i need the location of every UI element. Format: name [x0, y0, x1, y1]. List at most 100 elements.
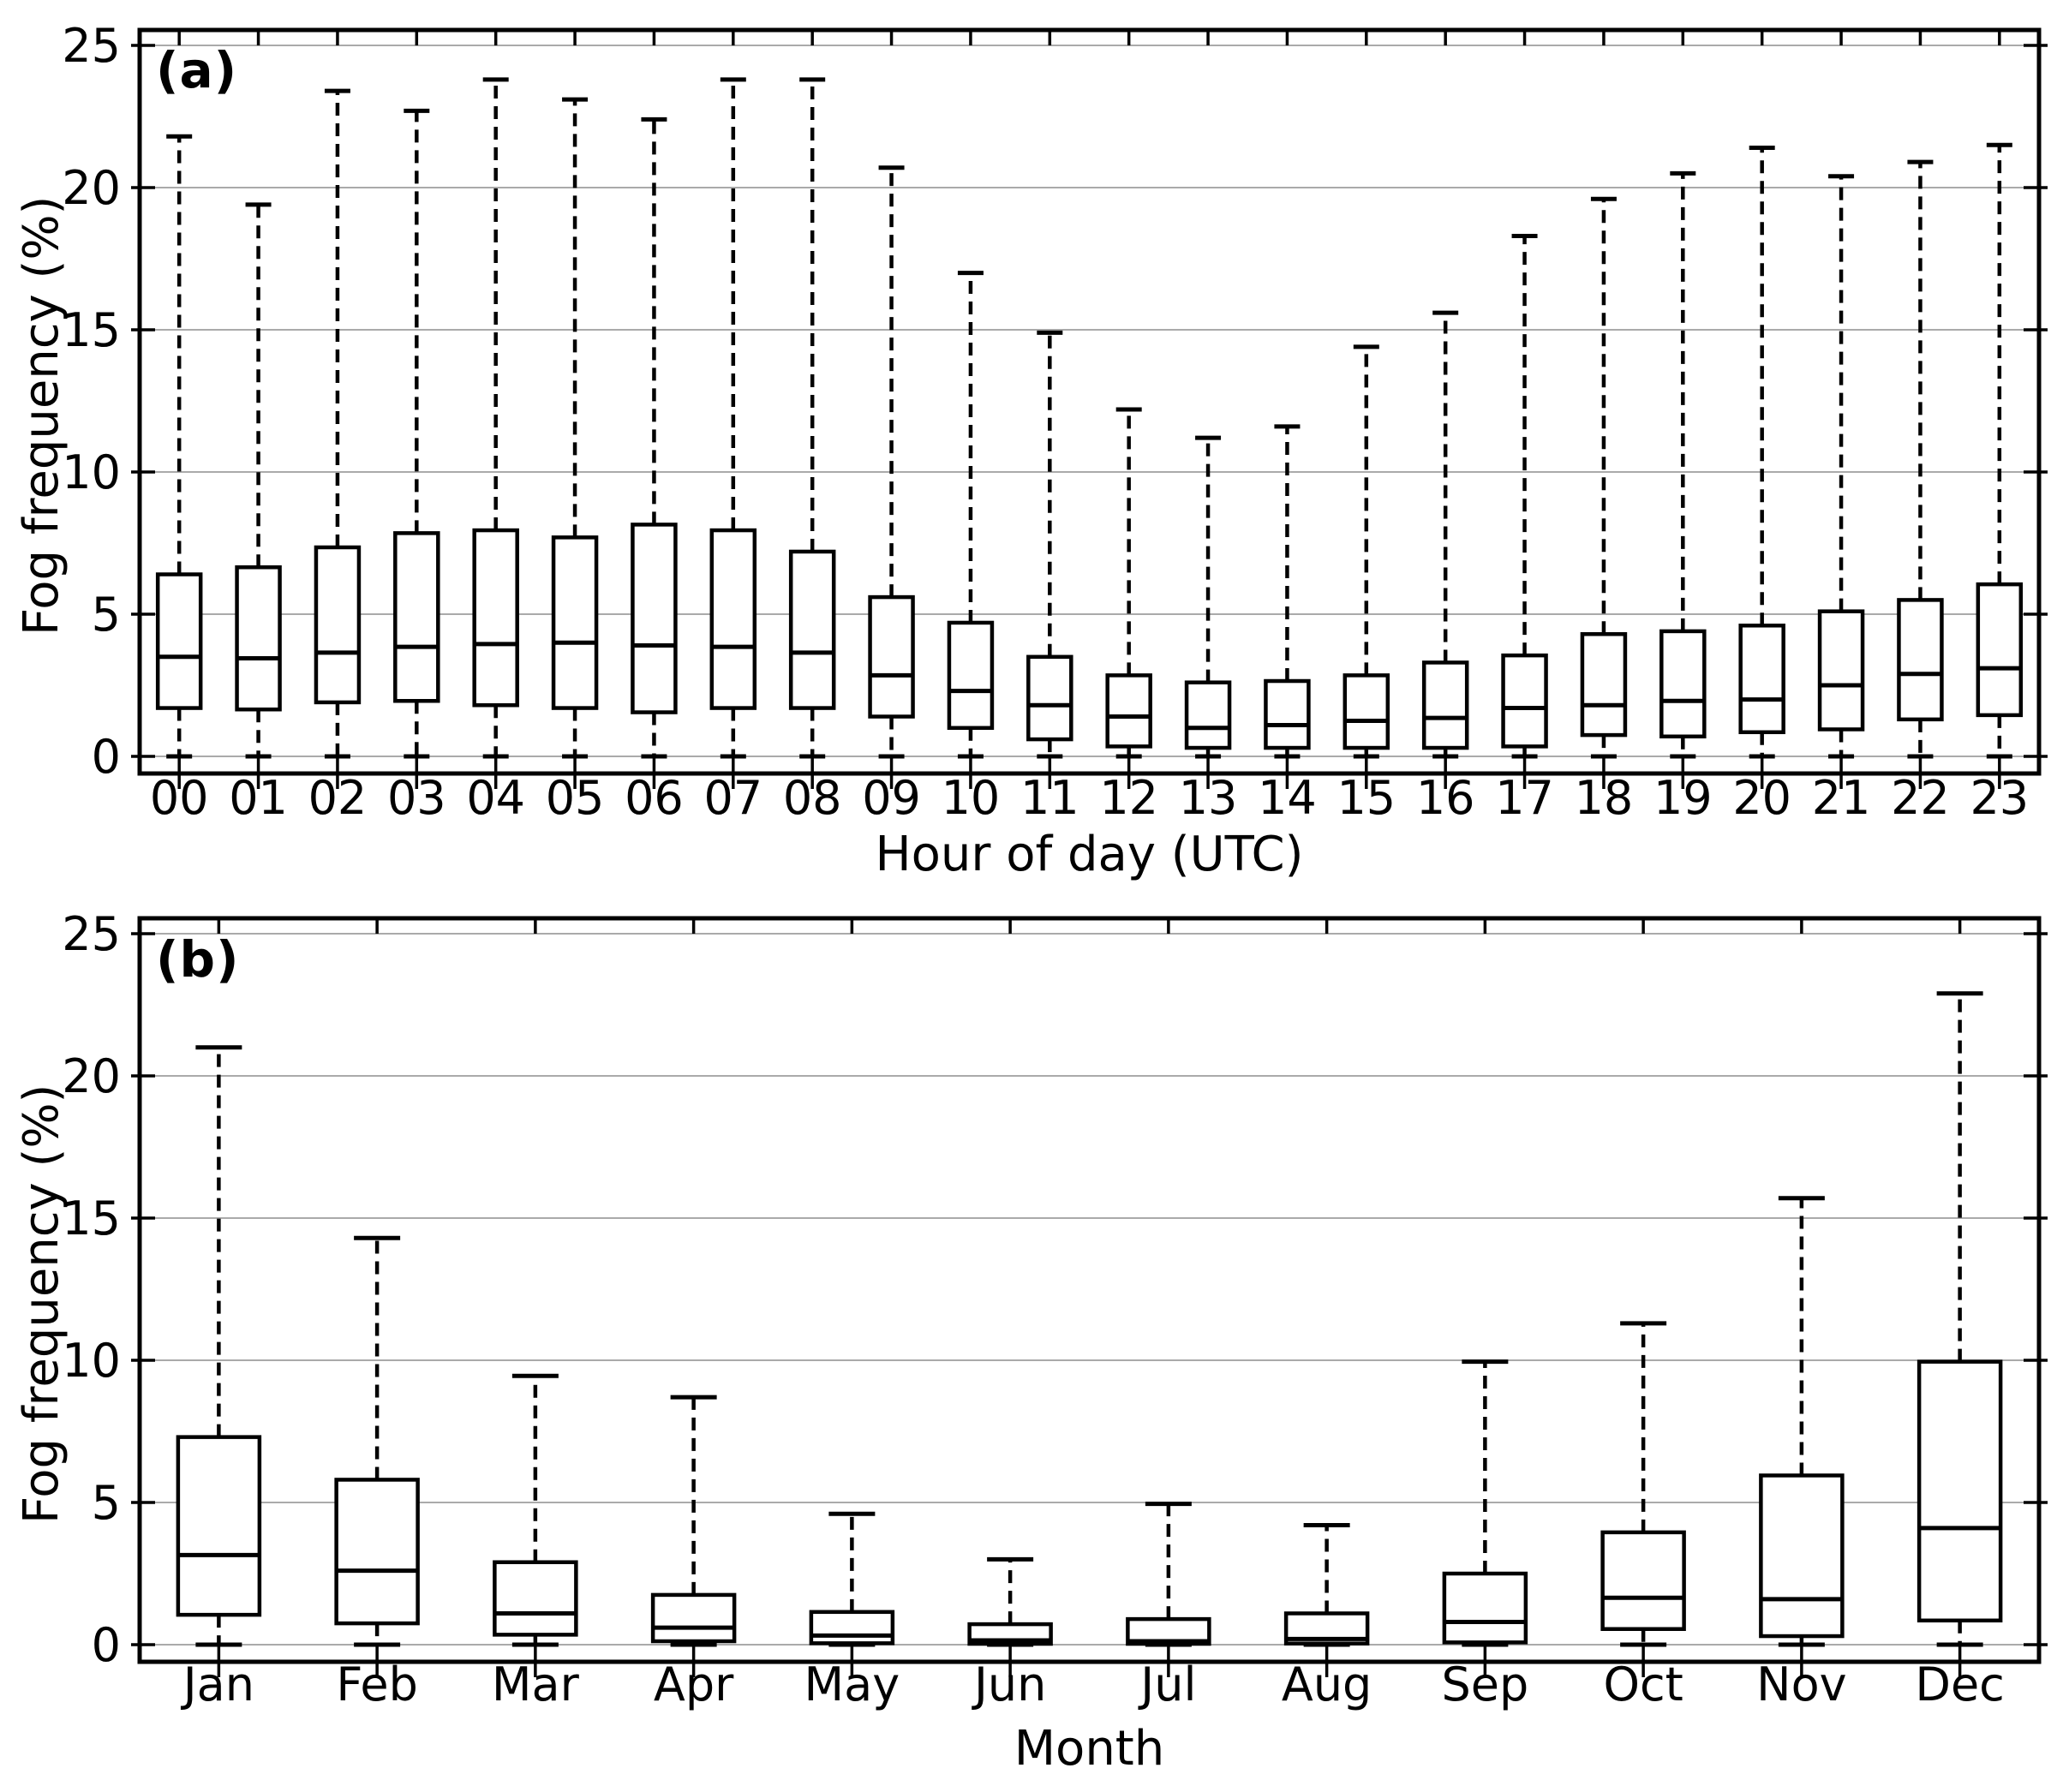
- panel-a-label: (a): [156, 41, 238, 99]
- iqr-box: [1976, 582, 2024, 718]
- x-tick-label: 01: [229, 771, 288, 825]
- x-tick-label: 11: [1020, 771, 1079, 825]
- iqr-box: [1026, 654, 1073, 742]
- box-a-12: [1105, 407, 1152, 759]
- box-a-04: [472, 77, 519, 759]
- x-tick-label: Jun: [972, 1658, 1046, 1711]
- panel-b-gridlines: [140, 933, 2039, 1646]
- iqr-box: [1659, 629, 1707, 739]
- panel-b-label: (b): [156, 930, 240, 989]
- iqr-box: [631, 523, 678, 714]
- iqr-box: [1184, 680, 1232, 750]
- x-tick-label: Feb: [336, 1658, 418, 1711]
- iqr-box: [1342, 673, 1390, 750]
- box-b-Apr: [650, 1395, 737, 1647]
- box-a-15: [1342, 344, 1390, 759]
- x-tick-label: 10: [942, 771, 1001, 825]
- x-tick-label: 06: [625, 771, 684, 825]
- box-b-Oct: [1600, 1321, 1686, 1647]
- panel-a-ticks: [131, 30, 2048, 789]
- x-tick-label: May: [804, 1658, 900, 1711]
- iqr-box: [1264, 678, 1311, 750]
- y-tick-label: 20: [62, 161, 121, 215]
- panel-b-x-axis-title: Month: [1014, 1721, 1165, 1777]
- iqr-box: [1759, 1473, 1845, 1639]
- panel-b-ticks: [131, 918, 2048, 1677]
- x-tick-label: 18: [1575, 771, 1634, 825]
- box-b-Sep: [1442, 1359, 1528, 1647]
- box-a-00: [155, 134, 203, 759]
- iqr-box: [809, 1610, 895, 1646]
- panel-b-y-tick-labels: 0 5 10 15 20 25: [62, 907, 121, 1672]
- x-tick-label: Apr: [654, 1658, 734, 1711]
- x-tick-label: 23: [1970, 771, 2029, 825]
- iqr-box: [235, 564, 282, 712]
- y-tick-label: 25: [62, 19, 121, 73]
- iqr-box: [176, 1435, 262, 1617]
- iqr-box: [1817, 609, 1865, 732]
- iqr-box: [334, 1478, 420, 1626]
- box-b-Jan: [176, 1045, 262, 1647]
- x-tick-label: Nov: [1756, 1658, 1846, 1711]
- x-tick-label: Dec: [1915, 1658, 2005, 1711]
- y-tick-label: 0: [92, 1618, 121, 1672]
- box-b-Jul: [1126, 1502, 1211, 1647]
- iqr-box: [493, 1560, 578, 1637]
- x-tick-label: 09: [862, 771, 921, 825]
- x-tick-label: 00: [150, 771, 209, 825]
- x-tick-label: 07: [703, 771, 762, 825]
- x-tick-label: Aug: [1282, 1658, 1372, 1711]
- iqr-box: [788, 549, 836, 710]
- panel-a-x-tick-labels: 00 01 02 03 04 05 06 07 08 09 10 11 12 13 14 15 16 17 18 19…: [150, 771, 2029, 825]
- box-a-21: [1817, 174, 1865, 759]
- box-a-14: [1264, 424, 1311, 759]
- iqr-box: [1738, 624, 1785, 735]
- box-a-10: [947, 271, 995, 759]
- iqr-box: [1600, 1530, 1686, 1631]
- x-tick-label: 20: [1732, 771, 1791, 825]
- box-b-May: [809, 1511, 895, 1647]
- iqr-box: [709, 528, 757, 710]
- iqr-box: [1105, 673, 1152, 749]
- iqr-box: [551, 535, 599, 710]
- box-b-Feb: [334, 1235, 420, 1647]
- box-b-Aug: [1283, 1523, 1370, 1647]
- panel-a-gridlines: [140, 45, 2039, 757]
- x-tick-label: 16: [1416, 771, 1475, 825]
- y-tick-label: 5: [92, 588, 121, 642]
- x-tick-label: 14: [1258, 771, 1317, 825]
- panel-b-boxes: [176, 991, 2003, 1647]
- box-a-07: [709, 77, 757, 759]
- x-tick-label: 02: [308, 771, 368, 825]
- x-tick-label: 12: [1099, 771, 1158, 825]
- panel-b-x-tick-labels: Jan Feb Mar Apr May Jun Jul Aug Sep Oct Nov Dec: [181, 1658, 2005, 1711]
- panel-a-y-tick-labels: 0 5 10 15 20 25: [62, 19, 121, 784]
- x-tick-label: 19: [1653, 771, 1713, 825]
- panel-a-y-axis-title: Fog frequency (%): [14, 195, 69, 636]
- box-b-Nov: [1759, 1196, 1845, 1647]
- box-a-13: [1184, 435, 1232, 759]
- x-tick-label: Oct: [1603, 1658, 1683, 1711]
- y-tick-label: 5: [92, 1476, 121, 1530]
- x-tick-label: 04: [466, 771, 525, 825]
- x-tick-label: Jan: [181, 1658, 254, 1711]
- box-a-18: [1580, 196, 1628, 759]
- y-tick-label: 20: [62, 1049, 121, 1103]
- x-tick-label: 03: [387, 771, 446, 825]
- panel-a-boxes: [155, 77, 2024, 759]
- iqr-box: [1442, 1571, 1528, 1645]
- panel-a-frame: [137, 27, 2042, 776]
- x-tick-label: 17: [1495, 771, 1554, 825]
- box-b-Mar: [493, 1373, 578, 1647]
- iqr-box: [1421, 660, 1469, 750]
- box-a-11: [1026, 330, 1073, 759]
- box-a-19: [1659, 170, 1707, 759]
- y-tick-label: 10: [62, 445, 121, 499]
- iqr-box: [393, 531, 440, 703]
- box-a-20: [1738, 146, 1785, 759]
- iqr-box: [1501, 653, 1548, 749]
- x-tick-label: 15: [1336, 771, 1396, 825]
- iqr-box: [1917, 1359, 2003, 1623]
- x-tick-label: 13: [1179, 771, 1238, 825]
